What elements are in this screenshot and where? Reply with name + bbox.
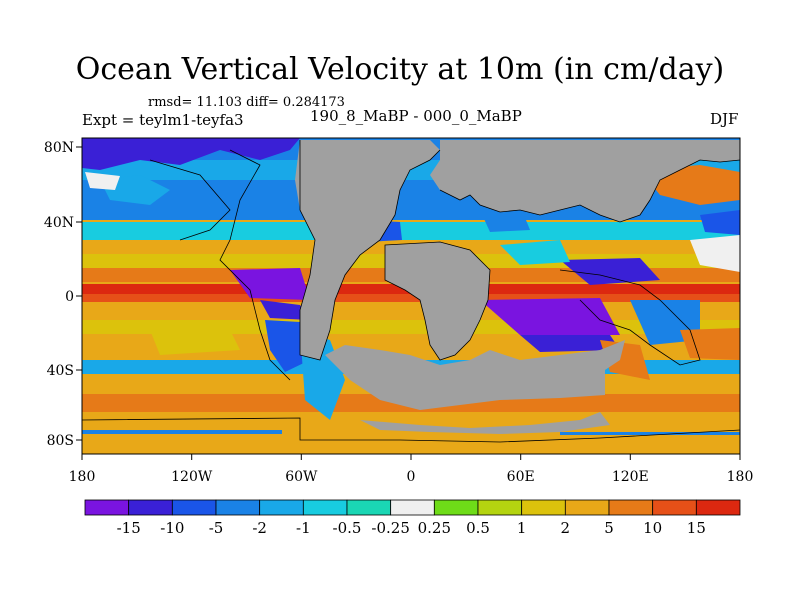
colorbar-swatch (171, 499, 217, 516)
land-masses (295, 140, 740, 434)
y-tick-label: 40S (47, 363, 74, 379)
axis-ticks (76, 146, 741, 460)
colorbar-label: -2 (252, 519, 267, 537)
experiment-label: Expt = teylm1-teyfa3 (82, 111, 244, 129)
colorbar-swatch (390, 499, 435, 516)
colorbar-swatch (433, 499, 479, 516)
colorbar-swatch (215, 499, 261, 516)
colorbar-label: 2 (561, 519, 571, 537)
colorbar-label: 5 (604, 519, 614, 537)
colorbar-swatch (695, 499, 741, 516)
y-tick-label: 80S (47, 433, 74, 449)
y-tick-labels: 80N 40N 0 40S 80S (44, 140, 74, 449)
colorbar-label: -0.25 (371, 519, 409, 537)
colorbar-swatch (521, 499, 566, 516)
x-tick-labels: 180 120W 60W 0 60E 120E 180 (69, 469, 754, 485)
colorbar-swatch (346, 499, 392, 516)
x-tick-label: 120W (171, 469, 213, 485)
colorbar-label: -15 (117, 519, 141, 537)
y-tick-label: 80N (44, 140, 74, 156)
x-tick-label: 180 (69, 469, 96, 485)
colorbar-label: 0.5 (466, 519, 490, 537)
colorbar-swatch (608, 499, 654, 516)
x-tick-label: 0 (407, 469, 416, 485)
colorbar-swatch (84, 499, 130, 516)
colorbar-label: 10 (643, 519, 662, 537)
x-tick-label: 180 (727, 469, 754, 485)
colorbar-label: -0.5 (333, 519, 362, 537)
colorbar-label: 0.25 (418, 519, 451, 537)
colorbar (84, 499, 741, 516)
colorbar-label: -1 (296, 519, 311, 537)
colorbar-label: 15 (687, 519, 706, 537)
y-tick-label: 0 (65, 289, 74, 305)
x-tick-label: 120E (612, 469, 649, 485)
colorbar-swatch (302, 499, 348, 516)
subtitle: 190_8_MaBP - 000_0_MaBP (310, 107, 522, 125)
colorbar-label: -5 (209, 519, 224, 537)
colorbar-swatch (652, 499, 697, 516)
stats-text: rmsd= 11.103 diff= 0.284173 (148, 95, 345, 110)
colorbar-swatch (259, 499, 304, 516)
colorbar-label: 1 (517, 519, 527, 537)
colorbar-swatch (564, 499, 610, 516)
y-tick-label: 40N (44, 215, 74, 231)
map-title: Ocean Vertical Velocity at 10m (in cm/da… (75, 52, 725, 87)
season-label: DJF (710, 110, 739, 128)
colorbar-swatch (477, 499, 523, 516)
coastlines (82, 140, 740, 443)
x-tick-label: 60W (285, 469, 318, 485)
x-tick-label: 60E (507, 469, 535, 485)
colorbar-label: -10 (160, 519, 184, 537)
colorbar-labels: -15 -10 -5 -2 -1 -0.5 -0.25 0.25 0.5 1 2… (117, 519, 706, 537)
map-plot-area (82, 138, 740, 454)
colorbar-swatch (128, 499, 173, 516)
